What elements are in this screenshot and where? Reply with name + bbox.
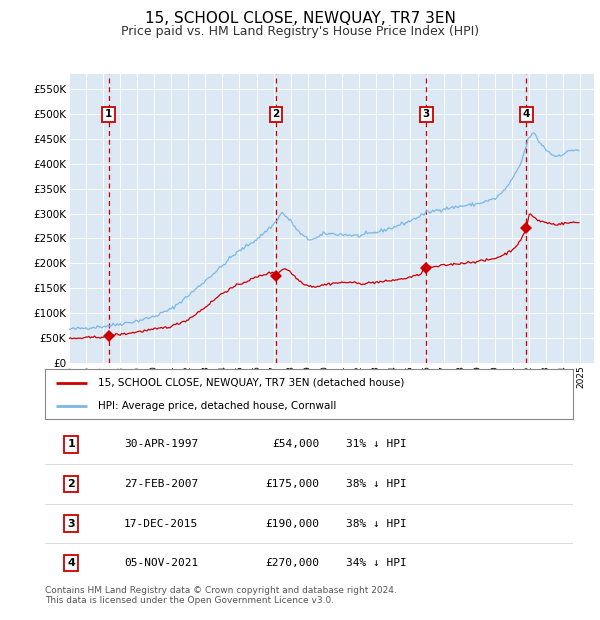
Text: £175,000: £175,000 [266,479,320,489]
Text: £190,000: £190,000 [266,518,320,528]
Text: £270,000: £270,000 [266,558,320,568]
Text: 17-DEC-2015: 17-DEC-2015 [124,518,199,528]
Text: 15, SCHOOL CLOSE, NEWQUAY, TR7 3EN (detached house): 15, SCHOOL CLOSE, NEWQUAY, TR7 3EN (deta… [98,378,404,388]
Text: £54,000: £54,000 [272,440,320,450]
Text: 2: 2 [272,109,280,119]
Text: 05-NOV-2021: 05-NOV-2021 [124,558,199,568]
Text: 31% ↓ HPI: 31% ↓ HPI [346,440,407,450]
Text: Price paid vs. HM Land Registry's House Price Index (HPI): Price paid vs. HM Land Registry's House … [121,25,479,38]
Text: 15, SCHOOL CLOSE, NEWQUAY, TR7 3EN: 15, SCHOOL CLOSE, NEWQUAY, TR7 3EN [145,11,455,26]
Text: 3: 3 [68,518,75,528]
Text: Contains HM Land Registry data © Crown copyright and database right 2024.
This d: Contains HM Land Registry data © Crown c… [45,586,397,605]
Text: 3: 3 [422,109,430,119]
Text: 2: 2 [68,479,75,489]
Text: 4: 4 [523,109,530,119]
Text: 34% ↓ HPI: 34% ↓ HPI [346,558,407,568]
Text: 38% ↓ HPI: 38% ↓ HPI [346,518,407,528]
Text: 38% ↓ HPI: 38% ↓ HPI [346,479,407,489]
Text: 30-APR-1997: 30-APR-1997 [124,440,199,450]
Text: 27-FEB-2007: 27-FEB-2007 [124,479,199,489]
Text: 1: 1 [68,440,75,450]
Text: 4: 4 [67,558,76,568]
Text: HPI: Average price, detached house, Cornwall: HPI: Average price, detached house, Corn… [98,401,336,411]
Text: 1: 1 [105,109,112,119]
